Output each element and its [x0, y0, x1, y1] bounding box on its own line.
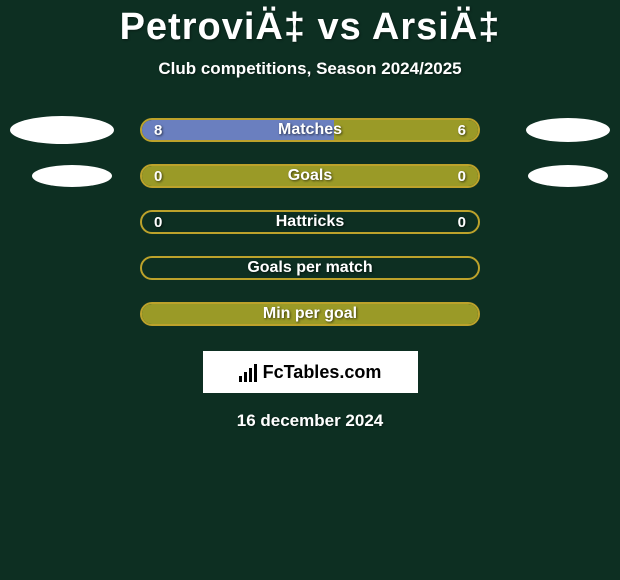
stat-label: Matches: [278, 121, 342, 139]
brand-box: FcTables.com: [203, 351, 418, 393]
bar-fill-right: [334, 120, 478, 140]
stat-left-value: 0: [154, 168, 162, 185]
right-oval-slot: [480, 159, 600, 193]
stat-row: Min per goal: [0, 297, 620, 331]
stat-row: 0 0 Hattricks: [0, 205, 620, 239]
left-oval-slot: [20, 205, 140, 239]
stat-bar: Min per goal: [140, 302, 480, 326]
stat-rows: 8 6 Matches 0 0 Goals 0 0 Hattricks Goals per mat…: [0, 113, 620, 331]
stat-right-value: 0: [458, 168, 466, 185]
stat-row: Goals per match: [0, 251, 620, 285]
stat-right-value: 6: [458, 122, 466, 139]
stat-row: 8 6 Matches: [0, 113, 620, 147]
chart-bars-icon: [239, 362, 257, 382]
left-oval-slot: [20, 113, 140, 147]
stat-label: Hattricks: [276, 213, 344, 231]
left-oval-slot: [20, 159, 140, 193]
stat-label: Min per goal: [263, 305, 357, 323]
left-oval-slot: [20, 251, 140, 285]
stat-left-value: 0: [154, 214, 162, 231]
player-right-oval: [528, 165, 608, 187]
right-oval-slot: [480, 113, 600, 147]
stat-bar: 0 0 Goals: [140, 164, 480, 188]
stat-bar: 0 0 Hattricks: [140, 210, 480, 234]
stat-bar: 8 6 Matches: [140, 118, 480, 142]
stat-right-value: 0: [458, 214, 466, 231]
page-subtitle: Club competitions, Season 2024/2025: [0, 59, 620, 79]
stat-label: Goals per match: [247, 259, 372, 277]
brand-text: FcTables.com: [263, 362, 382, 383]
right-oval-slot: [480, 251, 600, 285]
date-label: 16 december 2024: [0, 411, 620, 431]
player-left-oval: [10, 116, 114, 144]
stat-left-value: 8: [154, 122, 162, 139]
right-oval-slot: [480, 205, 600, 239]
left-oval-slot: [20, 297, 140, 331]
right-oval-slot: [480, 297, 600, 331]
stat-row: 0 0 Goals: [0, 159, 620, 193]
player-right-oval: [526, 118, 610, 142]
stat-bar: Goals per match: [140, 256, 480, 280]
comparison-infographic: PetroviÄ‡ vs ArsiÄ‡ Club competitions, S…: [0, 0, 620, 580]
player-left-oval: [32, 165, 112, 187]
stat-label: Goals: [288, 167, 332, 185]
page-title: PetroviÄ‡ vs ArsiÄ‡: [0, 0, 620, 49]
